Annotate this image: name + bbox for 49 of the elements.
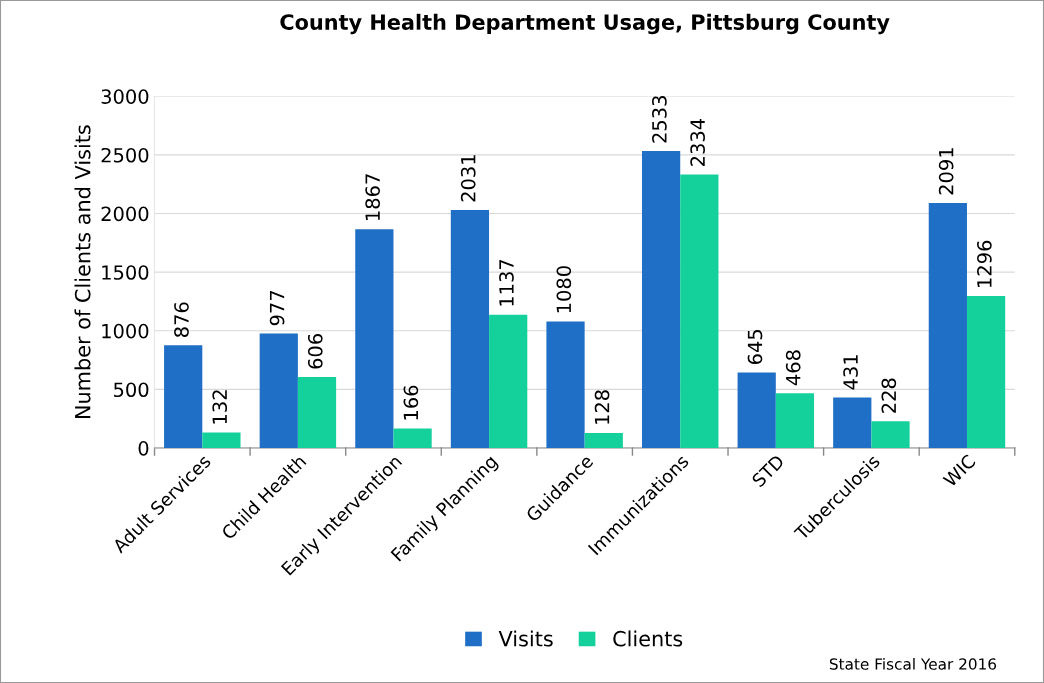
- data-label: 2091: [938, 148, 954, 195]
- chart-title: County Health Department Usage, Pittsburg County: [280, 13, 890, 35]
- bar: [928, 202, 967, 449]
- data-label: 1296: [977, 240, 992, 287]
- bar: [164, 345, 203, 449]
- bar: [450, 209, 490, 449]
- data-label: 431: [843, 355, 858, 390]
- text: State Fiscal Year 2016: [829, 657, 997, 670]
- y-tick-label: 2000: [101, 206, 149, 222]
- y-tick-label: 1500: [102, 265, 149, 280]
- y-tick-label: 1000: [102, 323, 149, 339]
- data-label: 606: [307, 334, 323, 369]
- y-tick-label: 0: [138, 441, 149, 456]
- y-tick-label: 3000: [101, 89, 149, 104]
- legend-label: Visits: [498, 630, 553, 647]
- bar: [833, 397, 872, 449]
- bar: [489, 314, 528, 449]
- y-tick-label: 2500: [101, 147, 149, 163]
- data-label: 128: [594, 390, 610, 424]
- legend-label: Clients: [613, 630, 683, 647]
- data-label: 132: [212, 390, 228, 424]
- bar: [584, 433, 623, 449]
- data-label: 645: [747, 329, 763, 365]
- data-label: 468: [785, 350, 801, 386]
- bar: [393, 428, 432, 449]
- bar: [871, 421, 910, 449]
- data-label: 228: [881, 378, 897, 413]
- bar: [680, 174, 719, 449]
- bar: [355, 229, 394, 449]
- data-label: 1137: [499, 259, 514, 306]
- data-label: 2334: [690, 118, 705, 166]
- y-tick-label: 500: [114, 382, 149, 398]
- bar: [966, 296, 1006, 449]
- bar: [259, 333, 298, 449]
- data-label: 977: [269, 291, 285, 326]
- bar: [202, 432, 241, 449]
- bar: [546, 321, 585, 449]
- data-label: 1080: [556, 266, 572, 313]
- bar: [737, 372, 776, 449]
- data-label: 2533: [652, 96, 667, 143]
- x-tick-label: WIC: [942, 453, 977, 488]
- bar: [297, 377, 337, 449]
- data-label: 166: [403, 385, 419, 420]
- data-label: 1867: [365, 174, 380, 220]
- y-axis-title: Number of Clients and Visits: [74, 125, 91, 419]
- bar: [775, 393, 815, 449]
- bar: [641, 151, 681, 449]
- data-label: 876: [174, 302, 189, 337]
- data-label: 2031: [460, 155, 476, 202]
